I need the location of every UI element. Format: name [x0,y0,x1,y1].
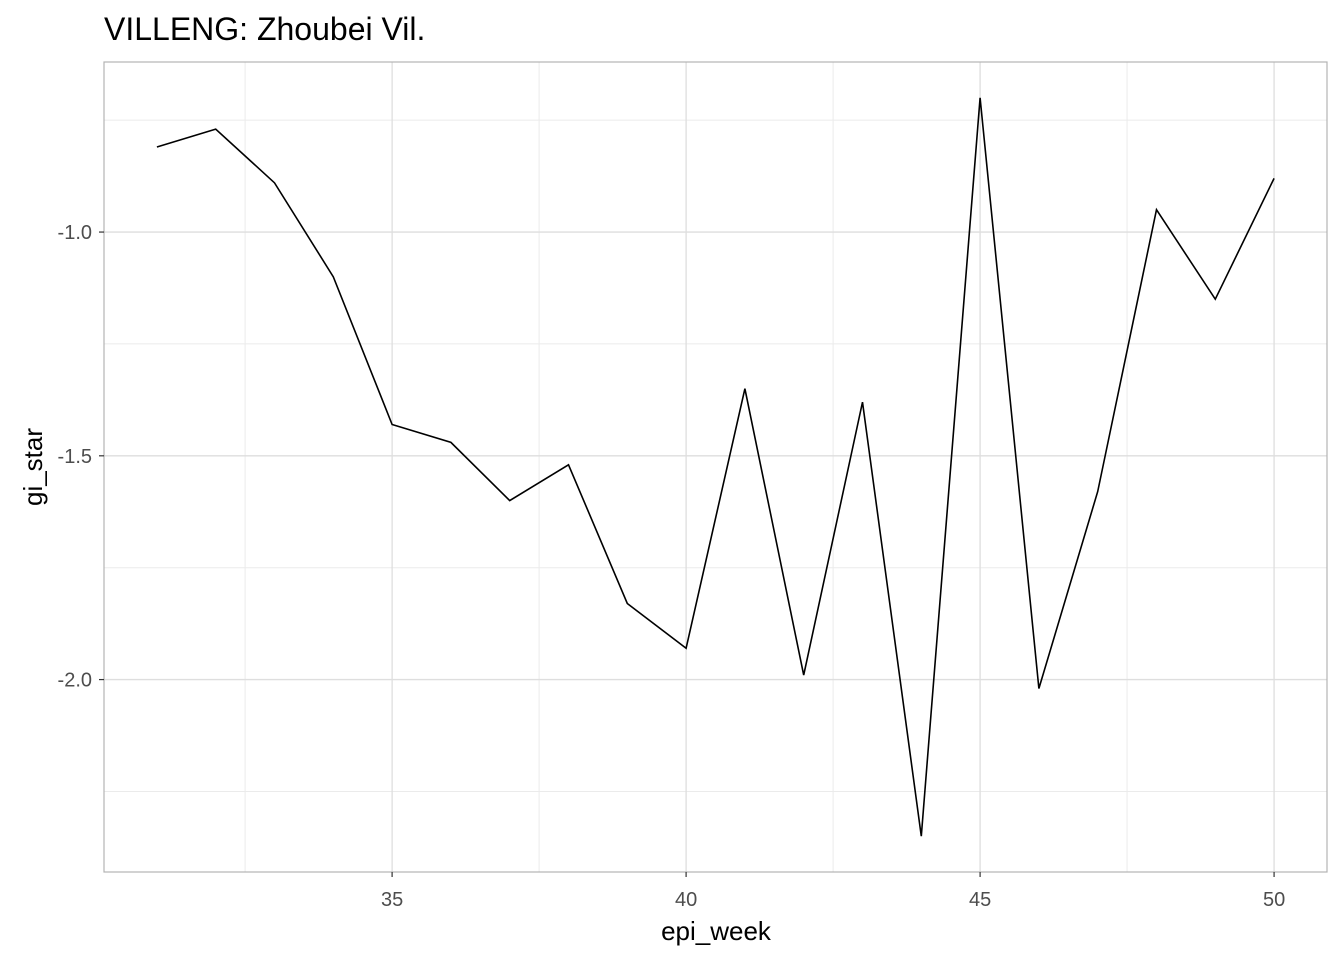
chart-title: VILLENG: Zhoubei Vil. [104,11,425,47]
minor-gridlines [104,62,1327,872]
x-tick-label: 35 [381,889,403,911]
x-axis-title: epi_week [661,916,772,946]
series-layer [156,97,1275,837]
x-tick-label: 50 [1263,889,1285,911]
y-tick-label: -2.0 [58,670,92,692]
y-axis-ticks: -2.0 -1.5 -1.0 [58,222,104,692]
x-tick-label: 45 [969,889,991,911]
y-tick-label: -1.0 [58,222,92,244]
y-tick-label: -1.5 [58,446,92,468]
plot-panel-border [103,61,1328,873]
x-axis-ticks: 35 40 45 50 [381,872,1285,911]
major-gridlines [104,62,1327,872]
y-axis-title: gi_star [18,428,48,506]
x-tick-label: 40 [675,889,697,911]
series-line [156,97,1275,837]
